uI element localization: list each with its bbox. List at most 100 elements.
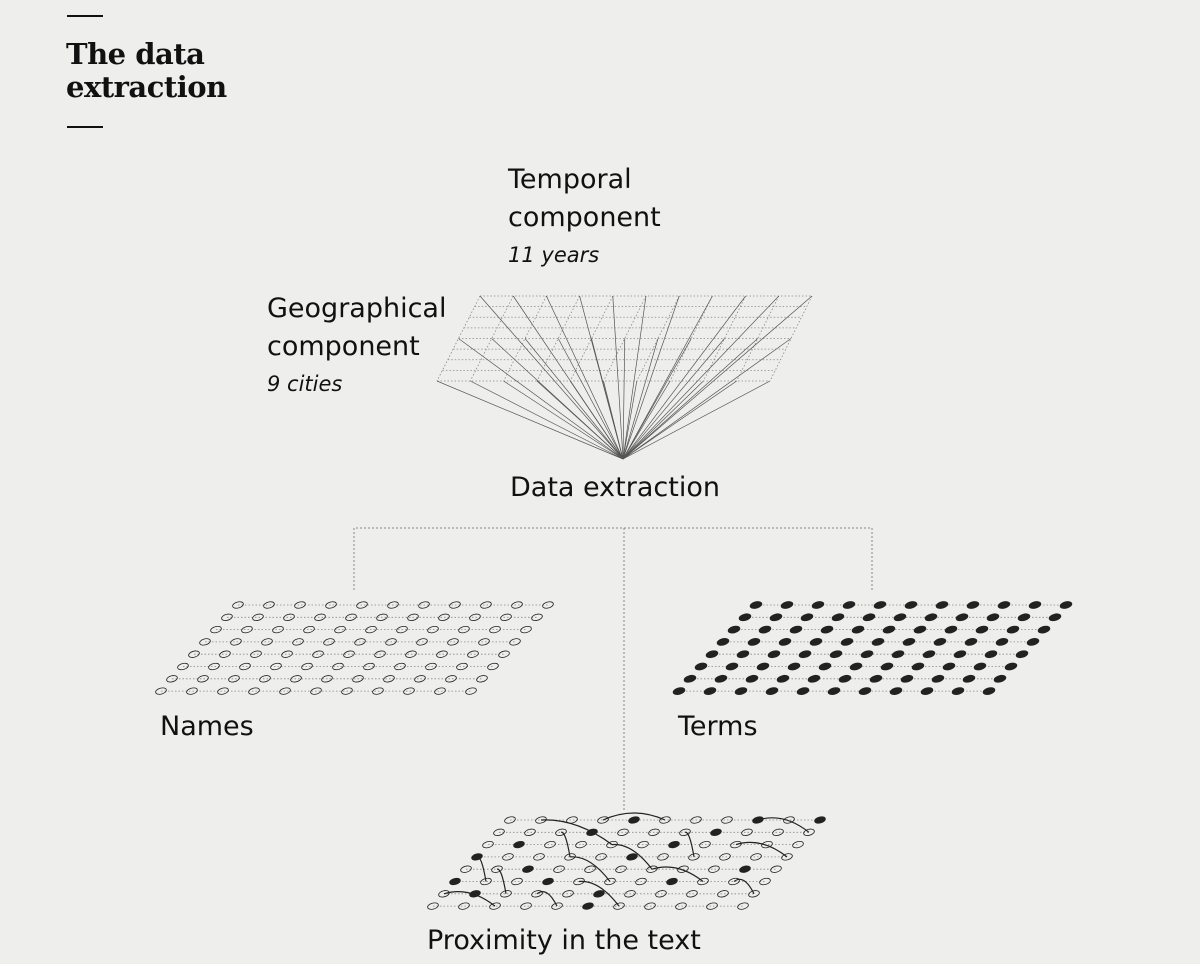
filled-dot [800,613,814,622]
empty-dot [458,902,470,910]
empty-dot [405,650,417,658]
filled-dot [780,601,794,609]
empty-dot [737,902,749,910]
empty-dot [783,816,795,824]
empty-dot [314,613,326,621]
empty-dot [186,687,198,695]
fan-line [622,295,647,460]
fan-line [546,295,624,460]
empty-dot [460,865,472,873]
empty-dot [690,816,702,824]
proximity-arc [757,817,810,833]
empty-dot [303,625,315,634]
filled-dot [738,613,752,622]
empty-dot [376,613,388,621]
filled-dot [776,674,790,683]
empty-dot [301,662,313,671]
empty-dot [292,638,304,646]
extraction-tree-connectors [353,527,873,810]
empty-dot [697,877,709,886]
filled-dot [745,674,759,683]
empty-dot [239,662,251,671]
filled-dot [725,662,739,671]
geographical-label-line2: component [267,331,420,362]
filled-dot [714,674,728,683]
filled-dot [1059,601,1073,609]
empty-dot [356,601,368,609]
filled-dot [942,662,956,671]
empty-dot [659,816,671,824]
filled-dot [997,601,1011,609]
geographical-label-line1: Geographical [267,293,447,324]
empty-dot [252,613,264,621]
proximity-arc [540,819,613,846]
empty-dot [403,687,415,695]
empty-dot [230,638,242,646]
fan-line [536,380,624,460]
empty-dot [188,650,200,658]
proximity-arc [651,866,704,882]
geographical-detail: 9 cities [267,372,343,396]
empty-dot [352,675,364,683]
filled-dot [668,840,680,849]
filled-dot [758,625,772,634]
empty-dot [498,650,510,658]
empty-dot [606,840,618,849]
empty-dot [482,840,494,849]
proximity-arc [733,878,755,895]
empty-dot [478,638,490,646]
filled-dot [933,638,947,646]
fan-line [622,380,737,460]
empty-dot [210,625,222,634]
proximity-grid [427,812,826,910]
filled-dot [858,687,872,695]
empty-dot [575,840,587,849]
filled-dot [739,865,751,873]
empty-dot [624,890,636,898]
filled-dot [973,662,987,671]
filled-dot [966,601,980,609]
fan-line [524,338,624,460]
filled-dot [860,650,874,659]
filled-dot [666,877,678,886]
empty-dot [719,853,731,861]
filled-dot [1037,625,1051,634]
fan-line [622,295,680,460]
filled-dot [920,687,934,695]
temporal-label-line2: component [508,202,661,233]
empty-dot [281,650,293,658]
filled-dot [873,601,887,609]
filled-dot [765,687,779,695]
empty-dot [584,865,596,873]
empty-dot [637,840,649,849]
empty-dot [750,853,762,861]
empty-dot [387,601,399,609]
top-rule [67,15,103,17]
empty-dot [177,662,189,671]
filled-dot [449,877,461,886]
empty-dot [438,613,450,621]
fan-line [622,338,725,460]
proximity-arc [602,812,666,821]
empty-dot [520,902,532,910]
empty-dot [487,662,499,671]
empty-dot [219,650,231,658]
filled-dot [747,638,761,646]
empty-dot [502,853,514,861]
empty-dot [792,840,804,849]
filled-dot [902,638,916,646]
empty-dot [208,662,220,671]
filled-dot [542,877,554,886]
filled-dot [820,625,834,634]
empty-dot [531,613,543,621]
fan-line [470,380,624,460]
empty-dot [533,853,545,861]
empty-dot [310,687,322,695]
fan-line [622,295,780,460]
branch-line [353,527,873,590]
proximity-arc [443,891,496,907]
filled-dot [913,625,927,634]
empty-dot [425,662,437,671]
empty-dot [706,902,718,910]
filled-dot [962,674,976,683]
